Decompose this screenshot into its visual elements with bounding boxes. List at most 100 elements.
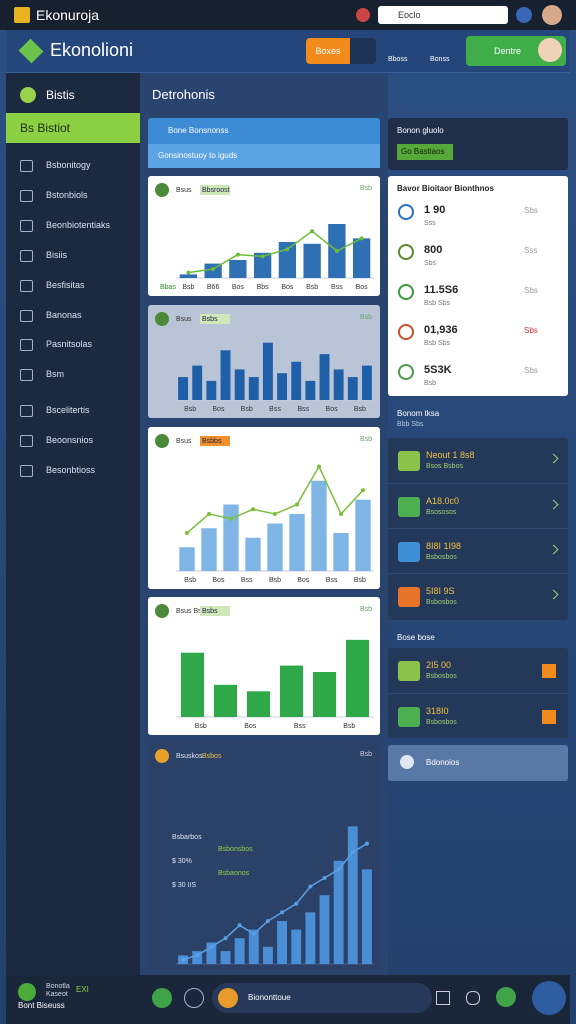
filter-card: Bonon gluolo Go Bastiaos (388, 118, 568, 170)
menu-item[interactable]: Bsbonitogy (6, 159, 140, 173)
bar (262, 946, 273, 964)
stat-value: 800 (424, 244, 443, 256)
x-tick-label: Bos (297, 577, 310, 584)
chart: Bsus Bsbs Bsb Bsb Bos Bsb Bss Bss Bos Bsb (155, 312, 374, 413)
list-item[interactable]: 5I8I 9S Bsbosbos (388, 573, 568, 619)
point (229, 516, 233, 521)
item-sub: Bsbosbos (426, 672, 457, 680)
list-item[interactable]: A18.0c0 Bsososos (388, 483, 568, 529)
x-tick-label: Bos (212, 406, 225, 413)
list-item[interactable]: Neout 1 8s8 Bsos Bsbos (388, 438, 568, 483)
avatar[interactable] (542, 5, 562, 25)
point (195, 953, 200, 958)
footer-link[interactable]: Bont Biseuss (18, 1001, 65, 1010)
bar (319, 895, 330, 964)
bar (347, 826, 358, 964)
list-item[interactable]: 2I5 00 Bsbosbos (388, 648, 568, 693)
item-sub: Bsbosbos (426, 598, 457, 606)
menu-item[interactable]: Besonbtioss (6, 464, 140, 478)
menu-item[interactable]: Bstonbiols (6, 189, 140, 203)
top-bar: Ekonuroja Eoclo (0, 0, 576, 30)
icon (18, 983, 36, 1001)
item-icon (398, 541, 420, 562)
bottom-bar: Bonotla Kaseot EXI Bont Biseuss Bionontt… (6, 975, 570, 1024)
badge-bg (200, 606, 230, 616)
stats-card: Bavor Bioitaor Bionthnos 1 90 Sss Sbs 800 Sb… (388, 176, 568, 396)
stats-title: Bavor Bioitaor Bionthnos (397, 184, 494, 193)
item-icon (398, 706, 420, 727)
select[interactable]: Go Bastiaos (397, 144, 453, 160)
point (285, 247, 290, 252)
x-tick-label: Bsb (184, 577, 196, 584)
bar (305, 380, 316, 400)
item-action (548, 589, 559, 599)
x-tick-label: Bss (294, 723, 306, 730)
header: Ekonolioni Boxes Bboss Bonss Dentre (6, 30, 570, 73)
search-button[interactable] (350, 38, 376, 64)
list-item[interactable]: 318I0 Bsbosbos (388, 693, 568, 739)
sidebar: Bistis Bs Bistiot Bsbonitogy Bstonbiols Be… (6, 73, 140, 975)
button[interactable]: Boxes (306, 38, 350, 64)
icon-button[interactable] (496, 987, 516, 1007)
stat-side: Sbs (524, 206, 538, 215)
bar (192, 365, 203, 400)
search-box[interactable]: Eoclo (378, 6, 508, 24)
menu-item[interactable]: Bsm (6, 368, 140, 382)
x-tick-label: Bss (269, 406, 281, 413)
point (294, 901, 299, 906)
x-tick-label: Bss (331, 284, 343, 291)
icon-button[interactable] (152, 988, 172, 1008)
point (308, 884, 313, 889)
bar (361, 869, 372, 964)
list-item[interactable]: 8I8I 1I98 Bsbosbos (388, 528, 568, 574)
item-title: 8I8I 1I98 (426, 540, 462, 551)
chart: Bsus Bsbbs Bsb Bsb Bos Bss Bsb Bos Bss Bsb (155, 434, 374, 584)
item-title: 5I8I 9S (426, 585, 455, 596)
line (188, 230, 362, 274)
stat-side: Sss (524, 246, 538, 255)
bar (201, 528, 217, 571)
stat-value: 5S3K (424, 364, 452, 376)
stat-row: 800 Sbs Sss (388, 240, 568, 276)
x-tick-label: Bsb (241, 406, 253, 413)
x-tick-label: Bsb (182, 284, 194, 291)
x-tick-label: Bsb (306, 284, 318, 291)
menu-item[interactable]: Beonbiotentiaks (6, 219, 140, 233)
chart-badge: Bbsroost (202, 187, 230, 194)
menu-label: Beoonsnios (46, 435, 94, 445)
chart-icon (155, 312, 169, 326)
bar (279, 665, 304, 717)
select[interactable]: Gonsinostuoy to iguds (148, 144, 380, 168)
list: 2I5 00 Bsbosbos 318I0 Bsbosbos (388, 648, 568, 738)
section-title: Bose bose (397, 633, 435, 642)
stat-icon (398, 324, 414, 340)
active-item[interactable]: Bs Bistiot (6, 113, 140, 143)
icon-button[interactable] (436, 991, 450, 1005)
icon-label[interactable]: Bboss (388, 56, 408, 63)
stat-value: 1 90 (424, 204, 446, 216)
icon-button[interactable] (466, 991, 480, 1005)
x-tick-label: Bsb (195, 723, 207, 730)
menu-item[interactable]: Banonas (6, 309, 140, 323)
menu-item[interactable]: Pasnitsolas (6, 338, 140, 352)
menu-label: Besfisitas (46, 280, 85, 290)
point (235, 252, 240, 257)
item-title: A18.0c0 (426, 495, 460, 506)
x-tick-label: Bbs (257, 284, 270, 291)
card[interactable]: Bdonoios (388, 745, 568, 781)
point (251, 507, 255, 512)
chart-card: Bsus Bsbbs Bsb Bsb Bos Bss Bsb Bos Bss Bsb (148, 427, 380, 589)
menu-item[interactable]: Besfisitas (6, 279, 140, 293)
menu-item[interactable]: Beoonsnios (6, 434, 140, 448)
point (280, 910, 285, 915)
icon-button[interactable] (184, 988, 204, 1008)
user-icon[interactable] (516, 7, 532, 23)
menu-item[interactable]: Bisiis (6, 249, 140, 263)
x-tick-label: Bss (241, 577, 253, 584)
menu-item[interactable]: Bscelitertis (6, 404, 140, 418)
menu-label: Bsm (46, 369, 64, 379)
note: Bsbaonos (218, 870, 250, 877)
item-action (542, 709, 556, 724)
icon-button[interactable] (532, 981, 566, 1015)
icon-label[interactable]: Bonss (430, 56, 450, 63)
